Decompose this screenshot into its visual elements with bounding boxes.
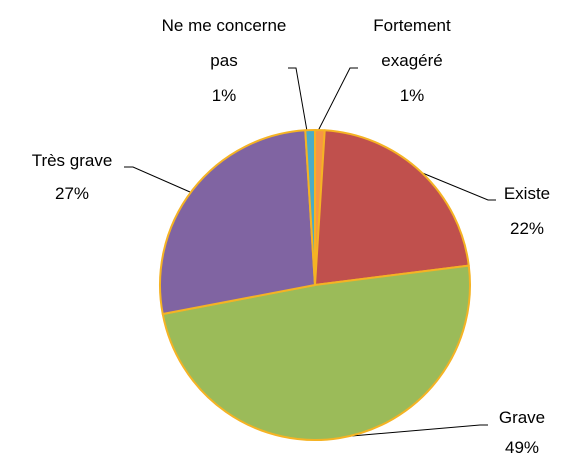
leader-line	[124, 166, 191, 193]
category-label: Ne me concerne pas	[161, 16, 287, 70]
value-label: 1%	[211, 86, 237, 105]
value-label: 1%	[399, 86, 425, 105]
category-label: Très grave	[31, 151, 113, 170]
pie-slice	[161, 264, 471, 441]
leader-line	[288, 67, 308, 132]
pie-slice	[304, 129, 316, 286]
category-label: Existe	[503, 184, 551, 203]
category-label: Grave	[498, 408, 546, 427]
leader-line	[317, 67, 358, 132]
pie-slice	[159, 129, 316, 316]
category-label: Fortement exagéré	[373, 16, 451, 70]
value-label: 49%	[504, 438, 540, 455]
leader-lines	[124, 67, 496, 438]
leader-line	[419, 171, 496, 201]
leader-line	[339, 424, 488, 438]
pie-slice	[314, 129, 470, 286]
value-label: 27%	[54, 184, 90, 203]
value-label: 22%	[509, 219, 545, 238]
